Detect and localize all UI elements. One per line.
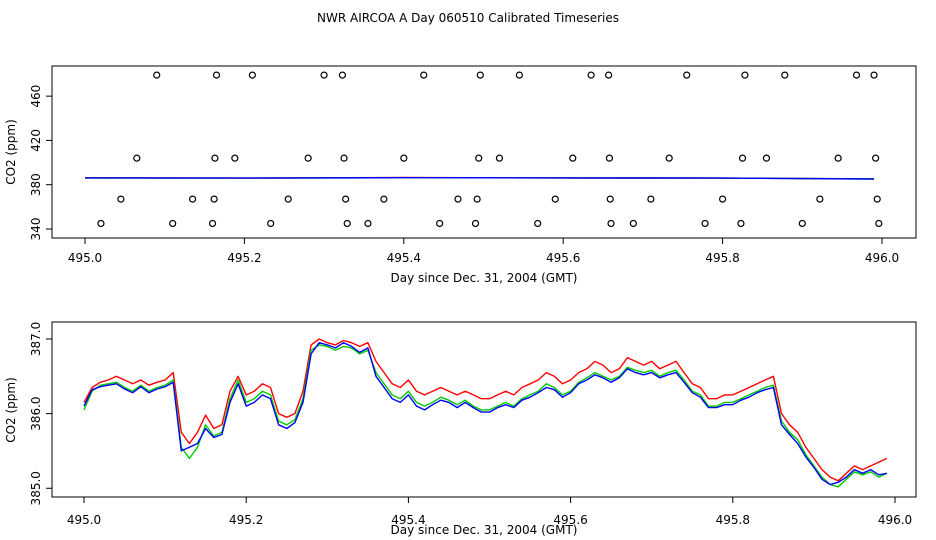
top-scatter-point [683,71,691,79]
top-xtick-label: 495.4 [387,251,421,265]
figure-title: NWR AIRCOA A Day 060510 Calibrated Times… [317,11,619,25]
top-scatter-point [665,154,673,162]
top-scatter-point [211,154,219,162]
bottom-series-red [83,338,888,482]
bottom-xtick-label: 495.6 [553,513,587,527]
top-scatter-point [210,195,218,203]
top-scatter-point [284,195,292,203]
top-scatter-point [420,71,428,79]
top-panel-axes: 495.0 495.2 495.4 495.6 495.8 496.0 340 380 420 4… [29,85,899,265]
bottom-panel-marks [83,338,888,488]
top-scatter-point [343,219,351,228]
top-panel-frame [51,65,917,239]
top-scatter-point [870,71,878,79]
top-scatter-point [248,71,256,79]
top-scatter-point [781,71,789,79]
top-scatter-point [551,195,559,203]
top-scatter-point [400,154,408,162]
top-scatter-point [454,195,462,203]
top-scatter-point [153,71,161,79]
bottom-xtick-label: 495.2 [229,513,263,527]
bottom-panel-xlabel: Day since Dec. 31, 2004 (GMT) [391,523,578,537]
top-scatter-point [741,71,749,79]
bottom-series-green [83,344,888,488]
top-panel-ylabel: CO2 (ppm) [4,119,18,185]
bottom-series-blue [83,342,888,486]
top-xtick-label: 496.0 [865,251,899,265]
bottom-panel: 495.0 495.2 495.4 495.6 495.8 496.0 385.0 386.0… [4,321,917,537]
top-scatter-point [605,154,614,162]
top-ytick-label: 380 [29,173,43,196]
top-scatter-point [875,219,883,228]
top-scatter-point [873,195,881,203]
top-panel: 495.0 495.2 495.4 495.6 495.8 496.0 340 380 420 4… [4,65,917,285]
bottom-panel-ylabel: CO2 (ppm) [4,377,18,443]
top-scatter-point [629,219,637,228]
bottom-xtick-label: 495.0 [67,513,101,527]
top-scatter-point [231,154,239,162]
top-scatter-point [515,71,523,79]
bottom-ytick-label: 386.0 [29,396,43,430]
bottom-ytick-label: 385.0 [29,471,43,505]
top-scatter-point [762,154,771,162]
top-scatter-point [212,71,221,79]
top-scatter-point [816,195,824,203]
top-scatter-point [798,219,806,228]
bottom-xtick-label: 495.8 [716,513,750,527]
top-scatter-point [852,71,861,79]
top-scatter-point [718,195,727,203]
top-scatter-point [475,154,483,162]
top-series-blue [84,176,875,180]
top-scatter-point [169,219,177,228]
top-scatter-point [320,71,328,79]
top-scatter-point [380,195,388,203]
top-xtick-label: 495.0 [68,251,102,265]
bottom-panel-frame [51,321,917,498]
top-scatter-point [342,195,350,203]
top-scatter-point [872,154,880,162]
top-scatter-point [133,154,141,162]
top-scatter-point [534,219,542,228]
top-scatter-point [97,219,105,228]
top-scatter-point [569,154,577,162]
top-scatter-point [436,219,444,228]
top-scatter-point [737,219,745,228]
top-scatter-point [208,219,217,228]
top-xtick-label: 495.6 [546,251,580,265]
top-panel-xlabel: Day since Dec. 31, 2004 (GMT) [391,271,578,285]
top-scatter-point [471,219,480,228]
bottom-xtick-label: 496.0 [878,513,912,527]
top-scatter-point [605,71,613,79]
bottom-xtick-label: 495.4 [391,513,425,527]
top-xtick-label: 495.8 [705,251,739,265]
top-xtick-label: 495.2 [227,251,261,265]
top-scatter-point [834,154,842,162]
top-ytick-label: 340 [29,218,43,241]
top-scatter-point [364,219,372,228]
top-scatter-point [606,195,614,203]
top-scatter-point [738,154,747,162]
top-scatter-point [338,71,347,79]
top-panel-marks [84,71,883,228]
bottom-ytick-label: 387.0 [29,322,43,356]
top-scatter-point [340,154,348,162]
top-ytick-label: 460 [29,85,43,108]
top-ytick-label: 420 [29,129,43,152]
top-scatter-point [188,195,197,203]
top-scatter-point [607,219,615,228]
top-scatter-point [476,71,484,79]
top-scatter-point [647,195,655,203]
bottom-panel-axes: 495.0 495.2 495.4 495.6 495.8 496.0 385.0 386.0… [29,322,912,527]
top-scatter-point [701,219,709,228]
top-scatter-point [267,219,275,228]
top-scatter-point [117,195,125,203]
top-scatter-point [304,154,312,162]
top-scatter-point [587,71,595,79]
top-scatter-point [473,195,481,203]
top-scatter-point [495,154,504,162]
